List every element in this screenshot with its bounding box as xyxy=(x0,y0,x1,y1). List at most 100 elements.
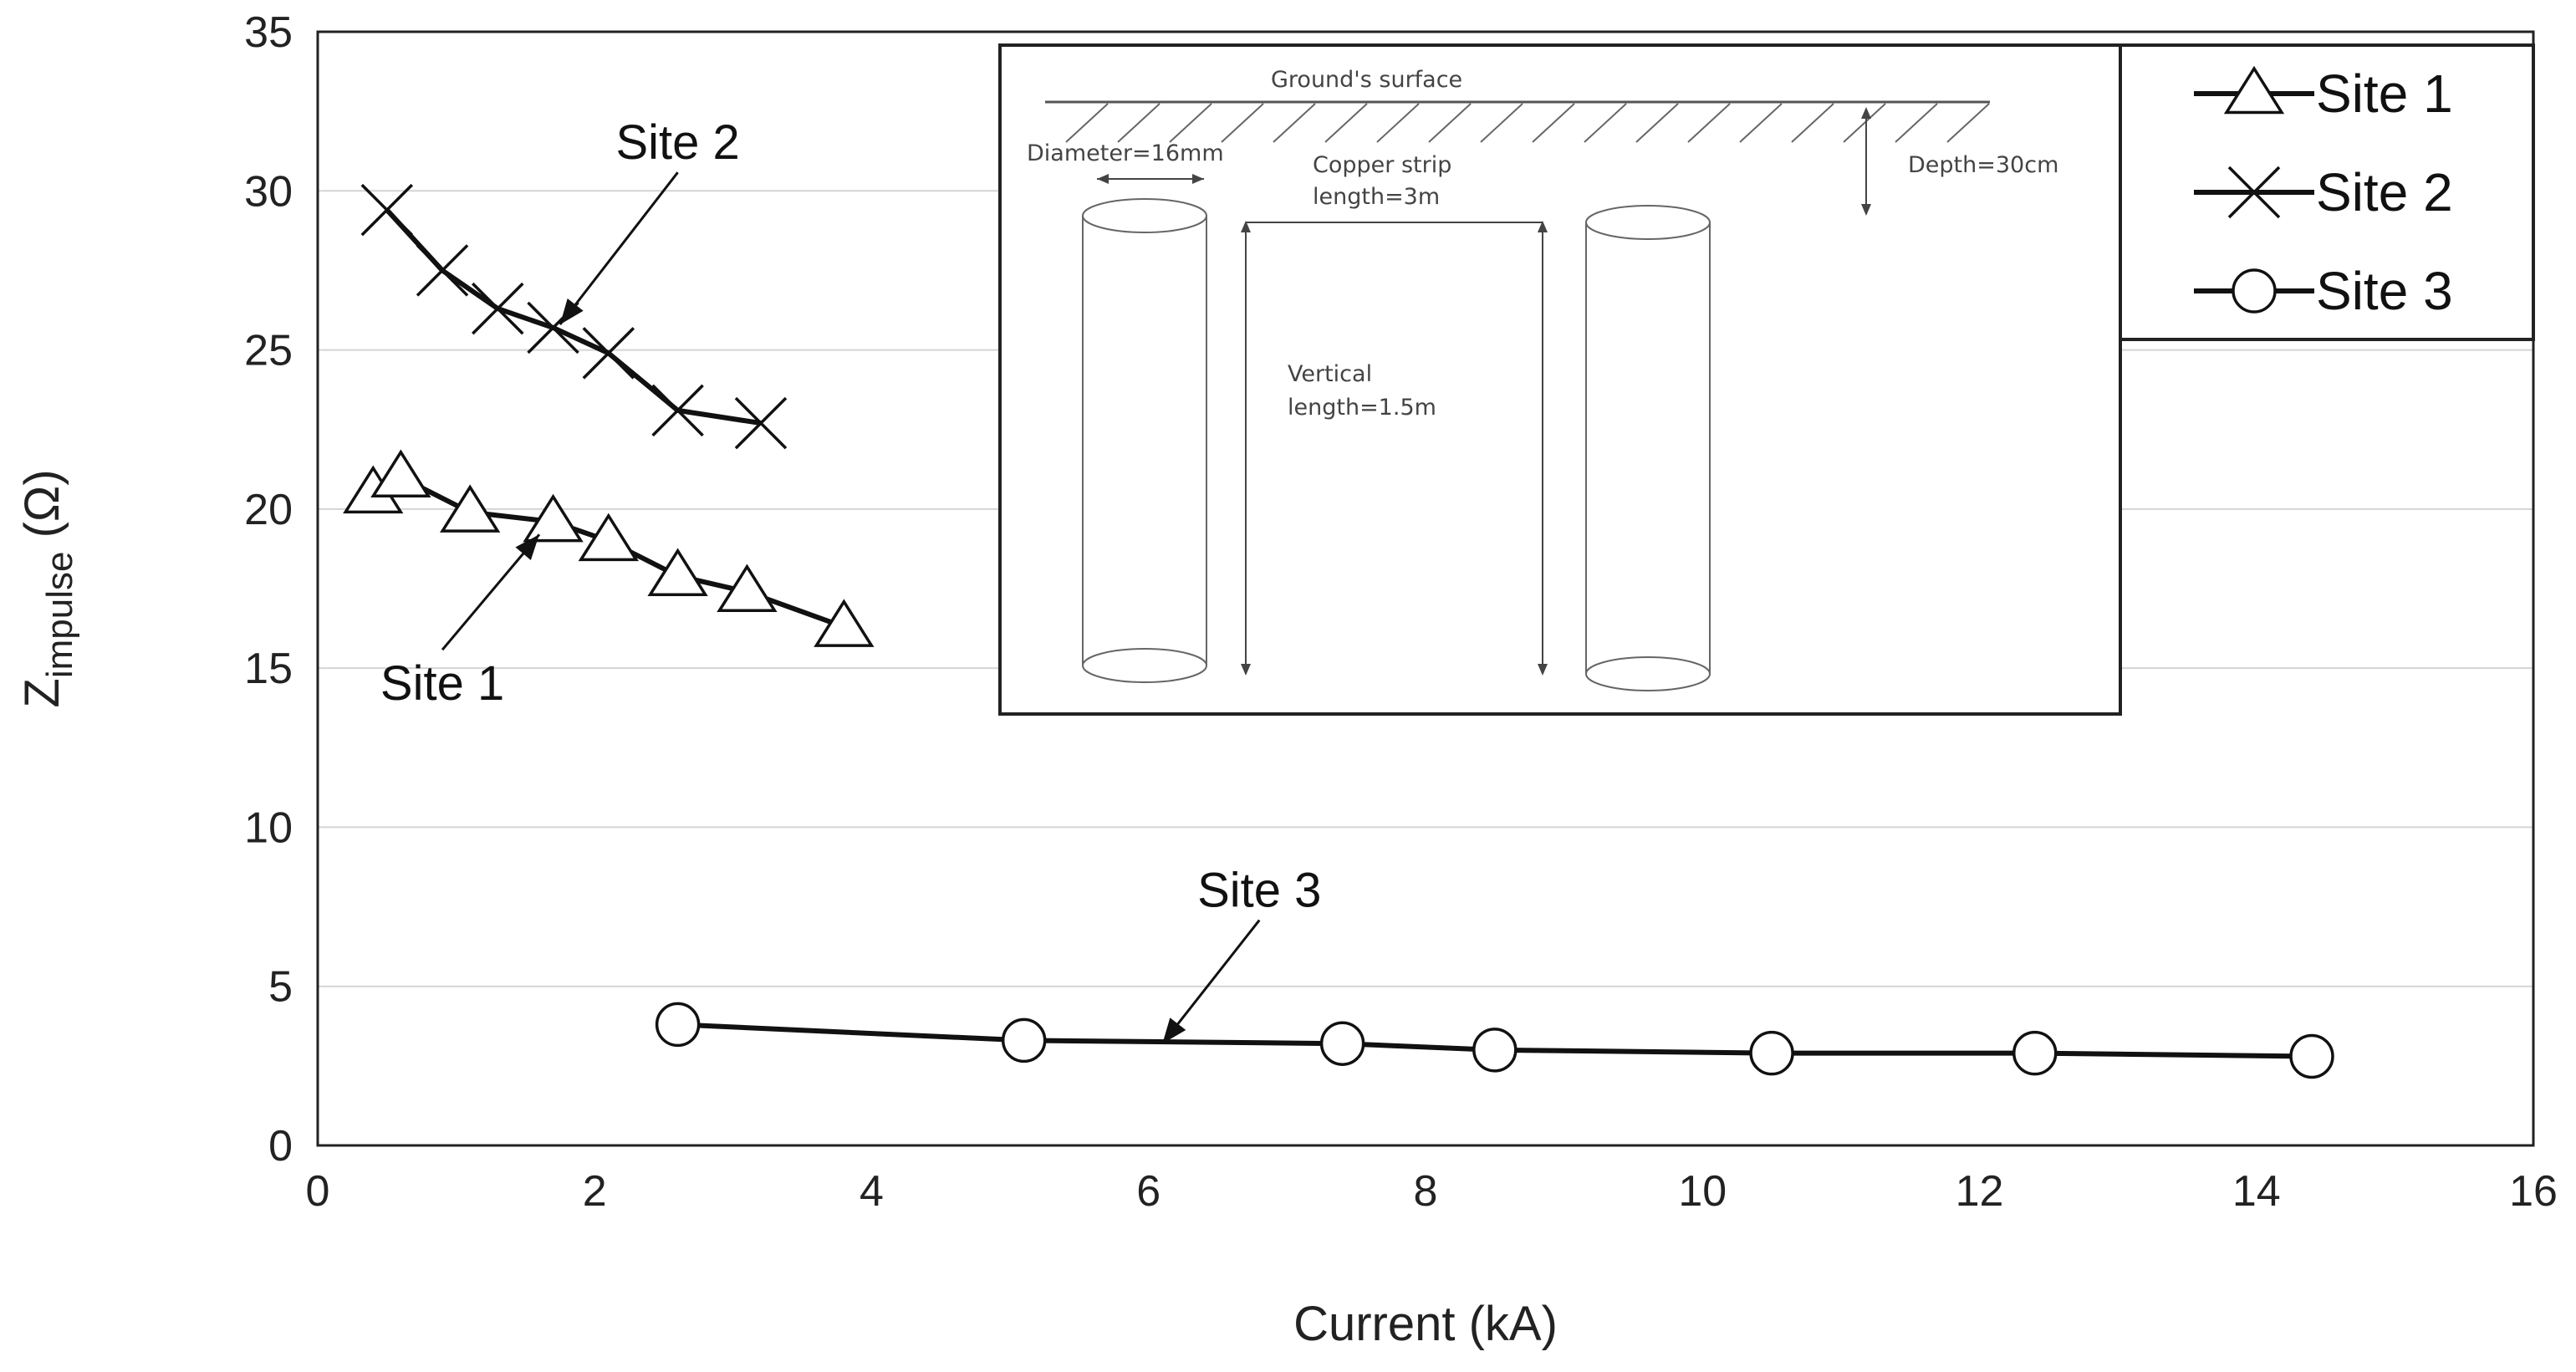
inset-ground-label: Ground's surface xyxy=(1271,67,1462,93)
series-2 xyxy=(360,183,788,450)
series-3-point-2 xyxy=(1319,1021,1365,1066)
series-3-point-3 xyxy=(1472,1028,1518,1073)
annotation-label-0: Site 2 xyxy=(615,115,739,170)
x-tick-labels: 0 2 4 6 8 10 12 14 16 xyxy=(306,1167,2558,1216)
series-1-point-3 xyxy=(523,493,584,543)
series-2-point-5 xyxy=(651,384,704,437)
hatch-16 xyxy=(1895,103,1938,143)
inset-rod-right xyxy=(1585,205,1711,691)
series-3-point-6 xyxy=(2289,1033,2334,1079)
series-2-point-5-stroke-b xyxy=(651,384,704,437)
inset-depth-arrowhead-bottom xyxy=(1861,204,1871,216)
x-axis-title: Current (kA) xyxy=(1293,1297,1558,1351)
series-2-point-2 xyxy=(472,282,524,335)
x-tick-label-8: 16 xyxy=(2509,1167,2558,1216)
x-tick-label-3: 6 xyxy=(1136,1167,1160,1216)
inset-vertical-arrowhead-right-bottom xyxy=(1538,664,1548,676)
series-1-point-6 xyxy=(717,564,778,613)
hatch-14 xyxy=(1791,103,1834,143)
hatch-7 xyxy=(1428,103,1472,143)
legend-marker-2-stroke-b xyxy=(2227,166,2281,219)
series-1-point-5 xyxy=(647,548,708,597)
legend-label-2: Site 2 xyxy=(2316,162,2453,222)
legend-marker-1 xyxy=(2223,65,2285,115)
hatch-1 xyxy=(1117,103,1160,143)
hatch-17 xyxy=(1946,103,1990,143)
inset-vertical-arrowhead-left-top xyxy=(1241,221,1251,232)
legend-item-1: Site 1 xyxy=(2194,64,2453,124)
series-3-point-0 xyxy=(655,1002,701,1048)
series-2-point-4-stroke-b xyxy=(582,327,635,380)
series-2-point-4 xyxy=(582,327,635,380)
legend-frame xyxy=(2119,43,2535,341)
legend-label-1: Site 1 xyxy=(2316,64,2453,124)
series-2-line xyxy=(385,208,762,426)
hatch-2 xyxy=(1169,103,1212,143)
series-1-point-4 xyxy=(578,513,639,562)
series-2-point-6 xyxy=(734,396,788,450)
series-2-point-2-stroke-b xyxy=(472,282,524,335)
x-tick-label-0: 0 xyxy=(306,1167,330,1216)
hatch-6 xyxy=(1376,103,1420,143)
x-tick-label-7: 14 xyxy=(2232,1167,2281,1216)
y-tick-label-7: 35 xyxy=(244,8,293,57)
x-tick-label-2: 4 xyxy=(860,1167,884,1216)
y-axis-title-sub: impulse xyxy=(39,552,80,679)
electrode-inset: Ground's surface Diameter=16mm Copper st… xyxy=(998,43,2122,716)
annotation-label-2: Site 3 xyxy=(1197,864,1321,918)
series-3-point-1 xyxy=(1001,1018,1047,1063)
legend-label-3: Site 3 xyxy=(2316,261,2453,321)
annotation-arrowhead-2 xyxy=(1162,1018,1186,1044)
annotation-arrow-1 xyxy=(441,533,541,651)
hatch-12 xyxy=(1687,103,1731,143)
hatch-5 xyxy=(1324,103,1368,143)
series-2-point-0 xyxy=(360,183,414,237)
hatch-0 xyxy=(1065,103,1109,143)
hatch-8 xyxy=(1480,103,1523,143)
series-layer xyxy=(343,183,2334,1079)
series-2-point-1 xyxy=(416,244,469,297)
x-tick-label-6: 12 xyxy=(1956,1167,2004,1216)
x-tick-label-4: 8 xyxy=(1414,1167,1438,1216)
inset-strip-label-1: Copper strip xyxy=(1313,152,1451,178)
legend-item-3: Site 3 xyxy=(2194,261,2453,321)
y-tick-label-4: 20 xyxy=(244,486,293,534)
series-3-point-4 xyxy=(1749,1030,1794,1076)
series-3 xyxy=(655,1002,2334,1079)
inset-frame xyxy=(998,43,2122,716)
inset-vertical-label-1: Vertical xyxy=(1288,361,1372,387)
annotation-arrow-0 xyxy=(559,171,679,326)
series-3-point-5 xyxy=(2012,1030,2058,1076)
annotation-arrowhead-0 xyxy=(559,298,584,325)
y-tick-label-5: 25 xyxy=(244,327,293,375)
series-1-point-1 xyxy=(370,449,431,498)
legend: Site 1 Site 2 Site 3 xyxy=(2119,43,2535,341)
inset-rod-left xyxy=(1082,198,1207,683)
inset-vertical-label-2: length=1.5m xyxy=(1288,395,1436,421)
series-2-point-0-stroke-b xyxy=(360,183,414,237)
annotations-layer: Site 2 Site 1 Site 3 xyxy=(380,115,1321,1045)
inset-ground-hatching xyxy=(1065,103,1990,143)
y-tick-label-1: 5 xyxy=(268,963,293,1012)
series-1-point-7 xyxy=(814,599,875,647)
inset-depth-label: Depth=30cm xyxy=(1908,152,2058,178)
series-1 xyxy=(343,449,875,647)
y-axis-title-main: Z xyxy=(15,678,69,707)
hatch-11 xyxy=(1635,103,1679,143)
hatch-3 xyxy=(1221,103,1264,143)
inset-diameter-arrowhead-left xyxy=(1097,174,1109,184)
annotation-label-1: Site 1 xyxy=(380,656,504,711)
y-axis-title: Zimpulse (Ω) xyxy=(15,469,80,707)
y-tick-label-6: 30 xyxy=(244,167,293,216)
y-tick-label-0: 0 xyxy=(268,1122,293,1171)
inset-diameter-arrowhead-right xyxy=(1192,174,1204,184)
inset-vertical-arrowhead-left-bottom xyxy=(1241,664,1251,676)
hatch-13 xyxy=(1739,103,1783,143)
x-tick-label-5: 10 xyxy=(1678,1167,1727,1216)
x-tick-label-1: 2 xyxy=(583,1167,607,1216)
y-tick-label-3: 15 xyxy=(244,645,293,693)
inset-vertical-arrowhead-right-top xyxy=(1538,221,1548,232)
hatch-9 xyxy=(1532,103,1575,143)
series-1-point-2 xyxy=(440,484,501,533)
